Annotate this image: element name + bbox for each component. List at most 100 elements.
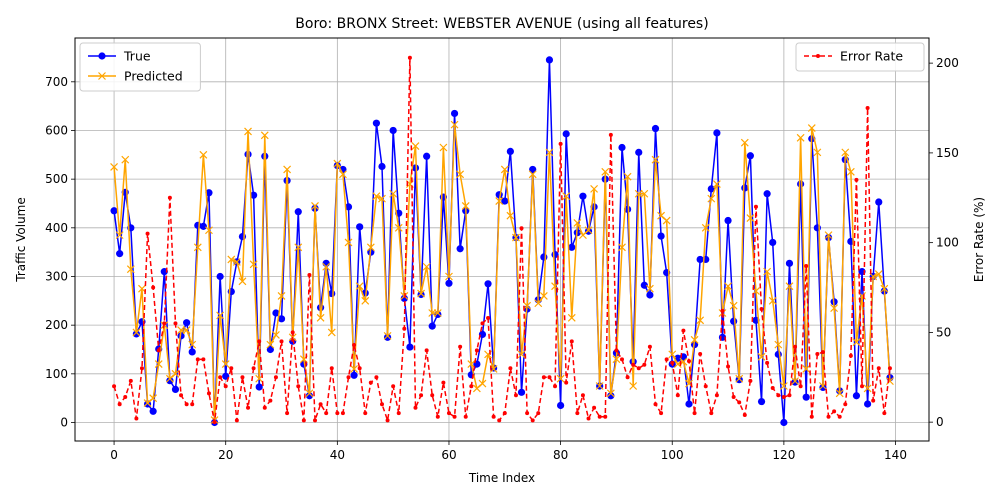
data-point: [636, 366, 641, 371]
data-point: [835, 389, 844, 398]
data-point: [324, 411, 329, 416]
data-point: [791, 378, 799, 386]
data-point: [346, 375, 351, 380]
data-point: [355, 282, 364, 291]
data-point: [843, 402, 848, 407]
data-point: [257, 339, 262, 344]
data-point: [110, 207, 118, 215]
data-point: [802, 365, 811, 373]
data-point: [807, 124, 816, 132]
data-point: [244, 150, 252, 158]
data-point: [614, 348, 619, 353]
data-point: [846, 167, 855, 176]
data-point: [238, 277, 247, 286]
series-line: [113, 57, 891, 423]
data-point: [445, 272, 453, 281]
data-point: [646, 291, 654, 299]
data-point: [379, 402, 384, 407]
data-point: [268, 398, 273, 403]
data-point: [182, 326, 191, 334]
data-point: [406, 343, 414, 351]
data-point: [698, 351, 703, 356]
data-point: [366, 243, 375, 252]
data-point: [686, 359, 691, 364]
legend-label: Predicted: [124, 69, 183, 84]
data-point: [802, 393, 810, 401]
data-point: [115, 231, 124, 240]
y2-tick-label: 50: [936, 325, 951, 339]
data-point: [206, 391, 211, 396]
x-tick-label: 40: [330, 448, 345, 462]
data-point: [335, 411, 340, 416]
y-tick-label: 400: [45, 221, 68, 235]
data-point: [112, 384, 117, 389]
data-point: [746, 152, 754, 160]
data-point: [724, 282, 732, 291]
data-point: [305, 389, 314, 398]
data-point: [770, 386, 775, 391]
data-point: [852, 338, 861, 347]
data-point: [874, 270, 883, 278]
data-point: [313, 418, 318, 423]
data-point: [402, 326, 407, 331]
data-point: [848, 353, 853, 358]
data-point: [195, 357, 200, 362]
data-point: [726, 364, 731, 369]
data-point: [430, 393, 435, 398]
data-point: [854, 177, 859, 182]
data-point: [296, 384, 301, 389]
data-point: [167, 195, 172, 200]
data-point: [541, 375, 546, 380]
data-point: [774, 340, 783, 349]
data-point: [642, 362, 647, 367]
data-point: [791, 377, 799, 386]
data-point: [139, 366, 144, 371]
data-point: [631, 362, 636, 367]
data-point: [603, 414, 608, 419]
data-point: [190, 402, 195, 407]
data-point: [730, 317, 738, 325]
data-point: [232, 257, 241, 266]
data-point: [149, 407, 157, 415]
data-point: [389, 126, 397, 135]
data-point: [860, 384, 865, 389]
data-point: [714, 393, 719, 398]
data-point: [797, 180, 805, 188]
data-point: [340, 411, 345, 416]
data-point: [424, 348, 429, 353]
data-point: [830, 304, 839, 313]
data-point: [333, 159, 342, 168]
data-point: [564, 380, 569, 385]
data-point: [132, 328, 141, 337]
data-point: [428, 322, 436, 330]
data-point: [501, 197, 509, 205]
data-point: [640, 281, 648, 289]
data-point: [685, 400, 693, 408]
data-point: [374, 375, 379, 380]
data-point: [815, 351, 820, 356]
data-point: [580, 393, 585, 398]
data-point: [205, 189, 213, 197]
data-point: [502, 411, 507, 416]
data-point: [500, 165, 509, 174]
data-point: [765, 360, 770, 365]
data-point: [344, 203, 353, 211]
data-point: [562, 130, 570, 138]
data-point: [456, 245, 464, 253]
data-point: [179, 393, 184, 398]
x-tick-label: 0: [110, 448, 118, 462]
data-point: [824, 231, 833, 240]
x-tick-label: 100: [661, 448, 684, 462]
data-point: [273, 375, 278, 380]
data-point: [798, 384, 803, 389]
data-point: [712, 180, 721, 188]
data-point: [623, 172, 632, 181]
series-line: [113, 123, 891, 421]
data-point: [590, 184, 599, 193]
data-point: [445, 279, 453, 287]
data-point: [731, 395, 736, 400]
data-point: [166, 377, 174, 385]
data-point: [569, 339, 574, 344]
data-point: [277, 315, 286, 323]
data-point: [391, 384, 396, 389]
